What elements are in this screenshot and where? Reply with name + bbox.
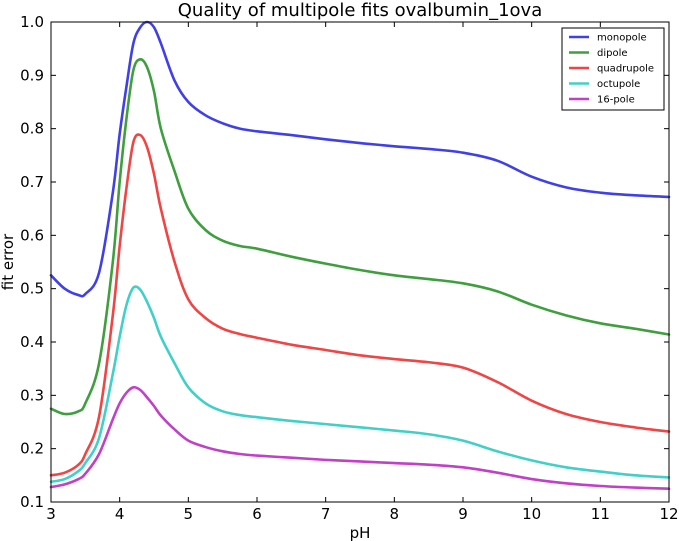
x-tick-label: 3 [46, 505, 56, 523]
plot-frame [50, 21, 670, 503]
x-tick-label: 9 [458, 505, 468, 523]
series-line-monopole [49, 20, 671, 298]
y-tick-label: 0.9 [20, 66, 44, 84]
x-tick-label: 11 [591, 505, 610, 523]
y-tick-label: 0.3 [20, 386, 44, 404]
x-tick-label: 8 [390, 505, 400, 523]
chart-title: Quality of multipole fits ovalbumin_1ova [178, 0, 542, 21]
x-axis-title: pH [350, 524, 371, 541]
x-tick-label: 10 [522, 505, 541, 523]
y-tick-label: 1.0 [20, 13, 44, 31]
legend-label-16-pole: 16-pole [597, 95, 635, 106]
y-tick-label: 0.7 [20, 173, 44, 191]
legend-label-monopole: monopole [597, 33, 647, 44]
y-tick-label: 0.1 [20, 493, 44, 511]
x-tick-label: 7 [321, 505, 331, 523]
series-line-octupole [49, 285, 671, 484]
legend-label-dipole: dipole [597, 48, 628, 59]
y-tick-label: 0.5 [20, 280, 44, 298]
x-tick-label: 12 [659, 505, 678, 523]
chart-legend: monopole dipole quadrupole octupole 16-pole [561, 27, 665, 111]
y-tick-label: 0.6 [20, 226, 44, 244]
y-tick-label: 0.8 [20, 120, 44, 138]
y-tick-label: 0.2 [20, 440, 44, 458]
axis-ticks: 3 4 5 6 7 8 9 10 11 12 0.1 0.2 0.3 0.4 0.5 0.6 0.7 0.8 0.9… [20, 13, 678, 523]
series-line-dipole [49, 58, 671, 416]
plot-lines [49, 20, 671, 490]
series-line-quadrupole [49, 133, 671, 477]
legend-label-octupole: octupole [597, 79, 640, 90]
x-tick-label: 5 [184, 505, 194, 523]
x-tick-label: 6 [252, 505, 262, 523]
y-tick-label: 0.4 [20, 333, 44, 351]
legend-label-quadrupole: quadrupole [597, 64, 654, 75]
y-axis-title: fit error [0, 233, 17, 290]
series-line-16-pole [49, 385, 671, 490]
x-tick-label: 4 [115, 505, 125, 523]
